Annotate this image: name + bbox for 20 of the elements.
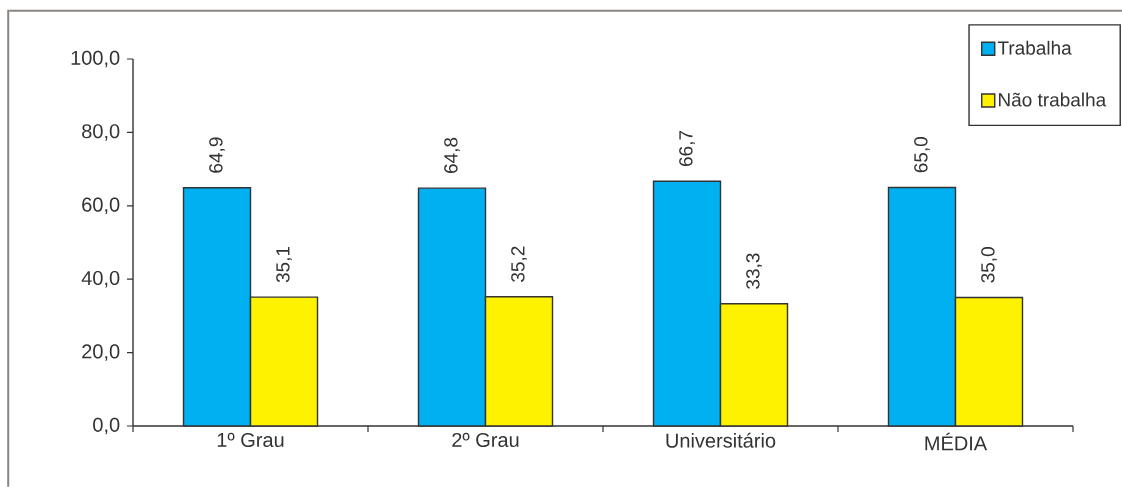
y-tick-label: 60,0: [82, 197, 120, 215]
data-label: 35,2: [511, 246, 527, 282]
legend-label: Trabalha: [997, 40, 1072, 55]
data-label: 65,0: [914, 137, 930, 173]
y-tick-label: 40,0: [81, 270, 120, 288]
data-label: 66,7: [679, 130, 695, 167]
x-tick-label: 1º Grau: [217, 432, 284, 448]
data-label: 35,0: [981, 247, 997, 283]
data-label: 64,9: [209, 137, 225, 173]
x-tick-label: MÉDIA: [925, 432, 988, 451]
x-tick-label: Universitário: [666, 432, 776, 448]
data-label: 35,1: [276, 246, 292, 283]
y-tick-label: 80,0: [82, 124, 120, 141]
y-tick-label: 20,0: [82, 344, 120, 361]
y-tick-label: 0,0: [93, 417, 120, 435]
data-label: 33,3: [746, 253, 762, 289]
data-label: 64,8: [444, 137, 460, 174]
x-tick-label: 2º Grau: [452, 432, 519, 448]
legend-label: Não trabalha: [998, 92, 1107, 107]
y-tick-label: 100,0: [71, 50, 120, 68]
